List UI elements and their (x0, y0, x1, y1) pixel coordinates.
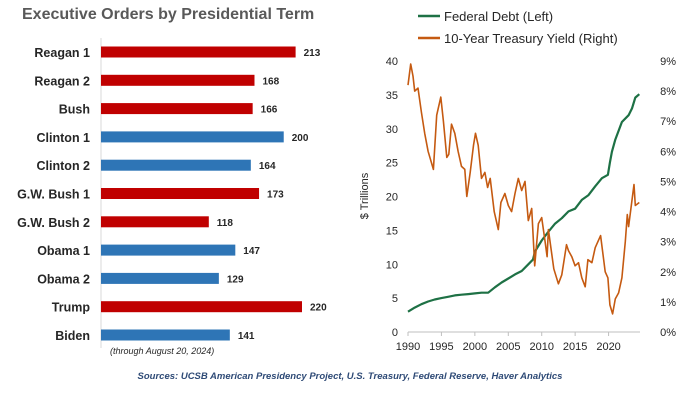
bar (101, 216, 209, 228)
left-axis-tick-label: 10 (386, 259, 398, 271)
bar-value-label: 213 (304, 48, 321, 59)
bar-value-label: 166 (261, 105, 278, 116)
debt-yield-line-chart: 0 5 10 15 20 25 30 35 40 0% 1% 2% 3% 4% 5% 6% 7% 8% 9% 1990… (359, 9, 676, 353)
left-axis-tick-label: 25 (386, 158, 398, 170)
bar (101, 159, 251, 171)
bar (101, 329, 230, 341)
bar-category-label: Clinton 1 (37, 131, 91, 145)
bar (101, 103, 253, 115)
bar-category-label: Obama 1 (37, 244, 90, 258)
right-axis-tick-label: 4% (660, 207, 676, 219)
bar-category-label: Clinton 2 (37, 159, 91, 173)
left-axis-tick-label: 30 (386, 124, 398, 136)
right-axis-tick-label: 5% (660, 176, 676, 188)
legend-label: Federal Debt (Left) (444, 9, 553, 24)
right-axis-tick-label: 2% (660, 267, 676, 279)
x-tick-label: 2010 (529, 341, 553, 353)
x-tick-label: 2015 (563, 341, 587, 353)
bar-category-label: Trump (52, 301, 91, 315)
bar-value-label: 220 (310, 303, 327, 314)
bar-value-label: 141 (238, 331, 255, 342)
right-axis-tick-label: 1% (660, 297, 676, 309)
right-axis-tick-label: 7% (660, 116, 676, 128)
bar (101, 131, 284, 143)
biden-date-note: (through August 20, 2024) (110, 346, 215, 356)
right-axis-tick-label: 8% (660, 86, 676, 98)
federal-debt-line (407, 93, 641, 313)
x-tick-label: 1990 (396, 341, 420, 353)
bar-category-label: Obama 2 (37, 272, 90, 286)
bar-value-label: 118 (217, 218, 234, 229)
x-tick-label: 2005 (496, 341, 520, 353)
bar-category-label: Bush (59, 103, 90, 117)
left-axis-tick-label: 0 (392, 327, 398, 339)
bar (101, 188, 260, 199)
bar (101, 46, 296, 58)
legend-label: 10-Year Treasury Yield (Right) (444, 31, 618, 46)
left-axis-title: $ Trillions (359, 172, 371, 219)
bar-value-label: 173 (267, 190, 284, 201)
left-axis-tick-label: 20 (386, 192, 398, 204)
right-axis-tick-label: 3% (660, 237, 676, 249)
bar-category-label: G.W. Bush 2 (17, 216, 90, 230)
treasury-yield-line (407, 63, 640, 315)
bar-value-label: 164 (259, 161, 276, 172)
left-axis-tick-label: 15 (386, 225, 398, 237)
bar-value-label: 168 (262, 76, 279, 87)
bar (101, 272, 219, 284)
bar-category-label: Reagan 1 (34, 46, 90, 60)
x-tick-label: 2000 (463, 341, 487, 353)
right-axis-tick-label: 6% (660, 146, 676, 158)
bar-value-label: 147 (243, 246, 260, 257)
left-axis-tick-label: 40 (386, 56, 398, 68)
bar (101, 301, 302, 313)
right-axis-tick-label: 0% (660, 327, 676, 339)
executive-orders-bar-chart: Reagan 1 213 Reagan 2 168 Bush 166 Clinton 1 20… (17, 38, 327, 348)
left-chart-title: Executive Orders by Presidential Term (22, 6, 315, 23)
right-axis-tick-label: 9% (660, 56, 676, 68)
bar-value-label: 200 (292, 133, 309, 144)
bar-category-label: G.W. Bush 1 (17, 188, 90, 202)
left-axis-tick-label: 5 (392, 293, 398, 305)
left-axis-tick-label: 35 (386, 90, 398, 102)
x-tick-label: 1995 (429, 341, 453, 353)
bar-category-label: Reagan 2 (34, 74, 90, 88)
sources-footnote: Sources: UCSB American Presidency Projec… (137, 371, 563, 382)
bar-value-label: 129 (227, 274, 244, 285)
bar-category-label: Biden (55, 329, 90, 343)
x-tick-label: 2020 (596, 341, 620, 353)
bar (101, 244, 236, 256)
bar (101, 74, 255, 86)
